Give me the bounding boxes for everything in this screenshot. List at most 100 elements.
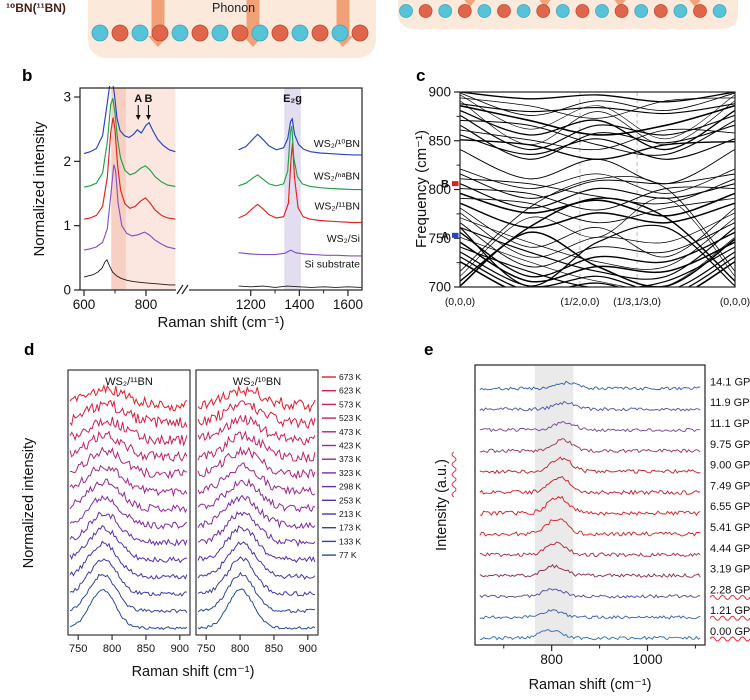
svg-text:1200: 1200 <box>236 297 266 312</box>
pressure-curve <box>479 400 701 412</box>
pressure-label: 9.75 GPa <box>710 439 750 451</box>
phonon-label: Phonon <box>212 1 256 15</box>
pressure-curve <box>479 518 701 537</box>
peak-annotation: A <box>134 93 142 105</box>
series-label: Si substrate <box>305 258 361 270</box>
series-line-4 <box>238 117 362 156</box>
mode-marker-label: A <box>441 230 449 242</box>
temperature-curve <box>69 383 188 412</box>
panel-c-plot: 700 750 800 850 900 (0,0,0) (1/2,0,0) (1/3,1/3,… <box>413 85 750 309</box>
legend-entry: 673 K <box>339 372 362 382</box>
mode-marker-label: B <box>441 179 449 191</box>
pressure-label: 2.28 GPa <box>710 584 750 596</box>
svg-text:800: 800 <box>103 643 121 655</box>
svg-text:800: 800 <box>135 297 158 312</box>
pressure-curve <box>479 495 701 517</box>
temperature-curve <box>69 446 187 480</box>
panel-c-dispersion-chart: 700 750 800 850 900 (0,0,0) (1/2,0,0) (1/3,1/3,… <box>413 85 750 309</box>
peak-annotation: B <box>145 93 153 105</box>
series-label: WS₂/¹¹BN <box>315 201 361 213</box>
atom-sphere <box>595 4 609 18</box>
temperature-curve <box>197 571 315 614</box>
temperature-legend: 673 K 623 K 573 K 523 K 473 K 423 K 373 K 323 K… <box>322 372 362 560</box>
atom-sphere <box>231 24 249 42</box>
pressure-curve <box>479 541 701 558</box>
svg-text:900: 900 <box>171 643 189 655</box>
temperature-curve <box>197 445 316 480</box>
temperature-curve <box>197 524 316 564</box>
pressure-curve <box>479 629 701 641</box>
phonon-arrow-icon <box>539 0 551 7</box>
atom-sphere <box>653 4 668 18</box>
series-label: WS₂/¹⁰BN <box>314 138 360 150</box>
svg-text:2: 2 <box>63 154 71 169</box>
series-line-2 <box>238 143 362 224</box>
k-point-label: (0,0,0) <box>445 296 475 308</box>
pressure-label: 7.49 GPa <box>710 480 750 492</box>
atom-sphere <box>311 24 329 42</box>
atom-sphere <box>351 24 369 42</box>
mode-marker-icon <box>452 181 459 187</box>
squiggle-underline-icon <box>709 615 750 621</box>
pressure-curve <box>479 438 701 454</box>
svg-text:900: 900 <box>299 643 317 655</box>
temperature-curve <box>197 414 316 446</box>
atom-sphere <box>131 24 149 42</box>
shaded-band <box>534 366 574 644</box>
panel-b-plot: WS₂/¹⁰BN WS₂/ⁿᵃBN WS₂/¹¹BN WS₂/Si Si substra… <box>31 86 363 331</box>
series-line-1 <box>238 249 362 257</box>
atom-sphere <box>111 24 129 42</box>
y-axis-label: Normalized intensity <box>31 121 48 257</box>
atom-sphere <box>497 4 511 18</box>
down-arrow-icon <box>135 115 141 120</box>
k-point-label: (0,0,0) <box>720 296 750 308</box>
down-arrow-icon <box>145 115 151 120</box>
series-line-0 <box>238 285 362 288</box>
y-axis-label: Frequency (cm⁻¹) <box>413 130 430 248</box>
panel-d-letter: d <box>24 340 35 359</box>
atom-sphere <box>271 24 289 42</box>
pressure-curve <box>479 421 701 433</box>
atom-sphere <box>331 24 349 42</box>
squiggle-underline-icon <box>709 594 750 600</box>
temperature-curve <box>69 588 188 630</box>
series-line-3 <box>238 125 362 191</box>
legend-entry: 373 K <box>339 454 362 464</box>
panel-d-temperature-chart: 750 800 850 900 WS₂/¹¹BN 750 800 850 900 WS₂/¹⁰BN… <box>21 369 362 680</box>
panel-a-group <box>88 0 738 58</box>
k-point-label: (1/2,0,0) <box>560 296 599 308</box>
panel-b-raman-chart: WS₂/¹⁰BN WS₂/ⁿᵃBN WS₂/¹¹BN WS₂/Si Si substra… <box>31 86 363 331</box>
svg-text:1: 1 <box>63 218 71 233</box>
legend-entry: 133 K <box>339 536 362 546</box>
temperature-curve <box>69 399 188 428</box>
shaded-band <box>111 88 176 290</box>
atom-sphere <box>151 24 169 42</box>
subpanel-title: WS₂/¹⁰BN <box>233 376 281 388</box>
series-line-1 <box>83 164 176 251</box>
series-label: WS₂/ⁿᵃBN <box>314 170 360 182</box>
series-label: WS₂/Si <box>327 233 360 245</box>
temperature-curve <box>197 430 316 464</box>
panel-e-pressure-chart: 14.1 GPa 11.9 GPa 11.1 GPa 9.75 GPa 9.00 GPa… <box>434 364 750 693</box>
panel-a-illustration <box>88 0 738 58</box>
atom-sphere <box>418 4 433 18</box>
panel-e-letter: e <box>424 340 434 359</box>
pressure-label: 3.19 GPa <box>710 564 750 576</box>
pressure-curve <box>479 380 701 391</box>
atom-sphere <box>291 24 309 42</box>
svg-text:1400: 1400 <box>284 297 314 312</box>
peak-annotation: E₂g <box>283 93 302 105</box>
temperature-curve <box>69 558 188 597</box>
shaded-band <box>111 88 126 290</box>
atom-sphere <box>91 24 109 42</box>
atom-sphere <box>693 4 707 18</box>
atom-sphere <box>673 4 688 18</box>
temperature-curve <box>69 494 188 530</box>
svg-text:3: 3 <box>63 90 71 105</box>
svg-text:800: 800 <box>540 652 563 667</box>
panel-d-plot: 750 800 850 900 WS₂/¹¹BN 750 800 850 900 WS₂/¹⁰BN… <box>21 369 362 680</box>
temperature-curve <box>69 573 188 614</box>
atom-sphere <box>171 24 189 42</box>
temperature-curve <box>69 464 188 498</box>
atom-sphere <box>555 4 570 18</box>
